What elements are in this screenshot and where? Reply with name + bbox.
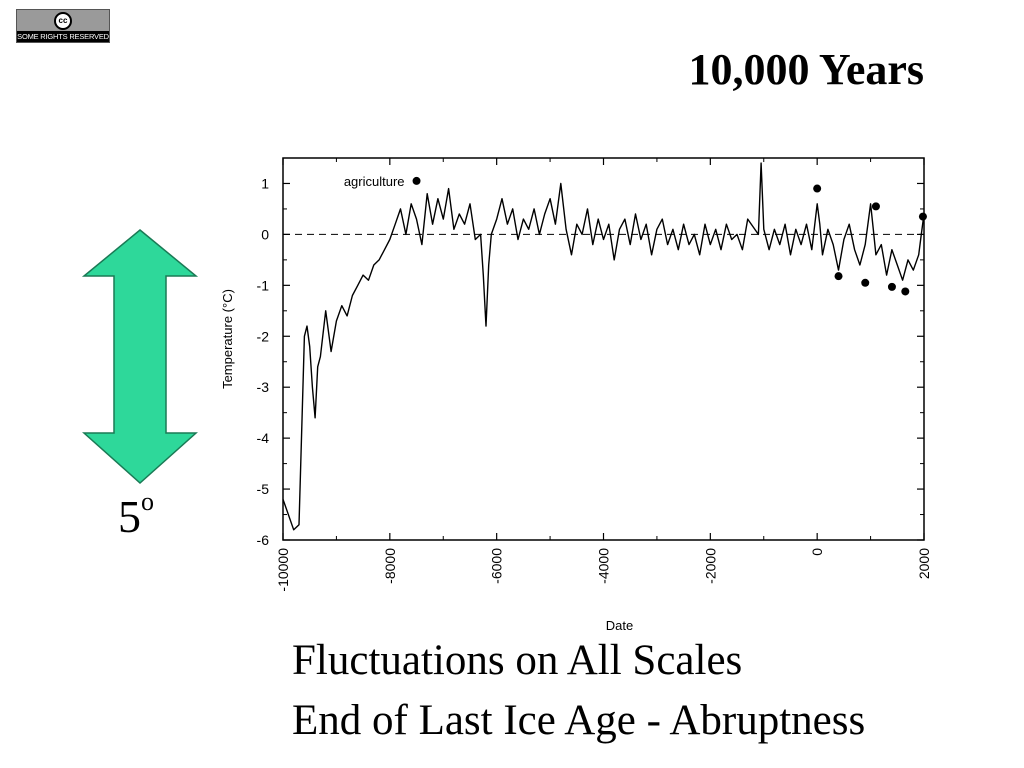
creative-commons-badge: cc SOME RIGHTS RESERVED <box>16 9 110 43</box>
cc-icon: cc <box>54 12 72 30</box>
slide-title: 10,000 Years <box>688 45 924 94</box>
temperature-chart: 1 0 -1 -2 -3 -4 -5 -6 -10000 -8000 -6000 -4000 -2000… <box>220 157 932 633</box>
y-tick-label: 1 <box>261 175 269 191</box>
caption-ice-age: End of Last Ice Age - Abruptness <box>292 697 866 744</box>
scale-value: 5 <box>118 491 141 542</box>
data-point-marker <box>861 278 870 287</box>
y-axis-title: Temperature (°C) <box>220 289 235 389</box>
data-point-marker <box>901 287 910 296</box>
data-point-marker <box>412 176 421 185</box>
x-tick-label: -8000 <box>382 548 398 584</box>
annotation-agriculture: agriculture <box>344 174 405 189</box>
caption-fluctuations: Fluctuations on All Scales <box>292 637 743 684</box>
temperature-series-line <box>282 162 925 531</box>
y-tick-label: 0 <box>261 226 269 242</box>
x-tick-label: 2000 <box>916 548 932 579</box>
x-tick-label: -4000 <box>596 548 612 584</box>
x-axis-title: Date <box>606 618 633 633</box>
data-point-marker <box>887 282 896 291</box>
data-point-marker <box>871 202 880 211</box>
x-tick-label: -6000 <box>489 548 505 584</box>
x-tick-label: -10000 <box>275 548 291 592</box>
data-point-marker <box>918 212 927 221</box>
y-tick-label: -5 <box>257 481 270 497</box>
y-tick-label: -4 <box>257 430 270 446</box>
scale-label: 5o <box>118 486 154 543</box>
double-arrow-icon <box>81 229 199 485</box>
degree-symbol: o <box>141 486 154 516</box>
x-tick-label: 0 <box>809 548 825 556</box>
y-tick-label: -3 <box>257 379 270 395</box>
data-point-marker <box>834 272 843 281</box>
plot-frame <box>282 157 925 541</box>
badge-text: SOME RIGHTS RESERVED <box>17 31 109 42</box>
y-tick-label: -2 <box>257 328 270 344</box>
y-tick-label: -6 <box>257 532 270 548</box>
y-tick-label: -1 <box>257 277 270 293</box>
x-tick-label: -2000 <box>702 548 718 584</box>
data-point-marker <box>813 184 822 193</box>
